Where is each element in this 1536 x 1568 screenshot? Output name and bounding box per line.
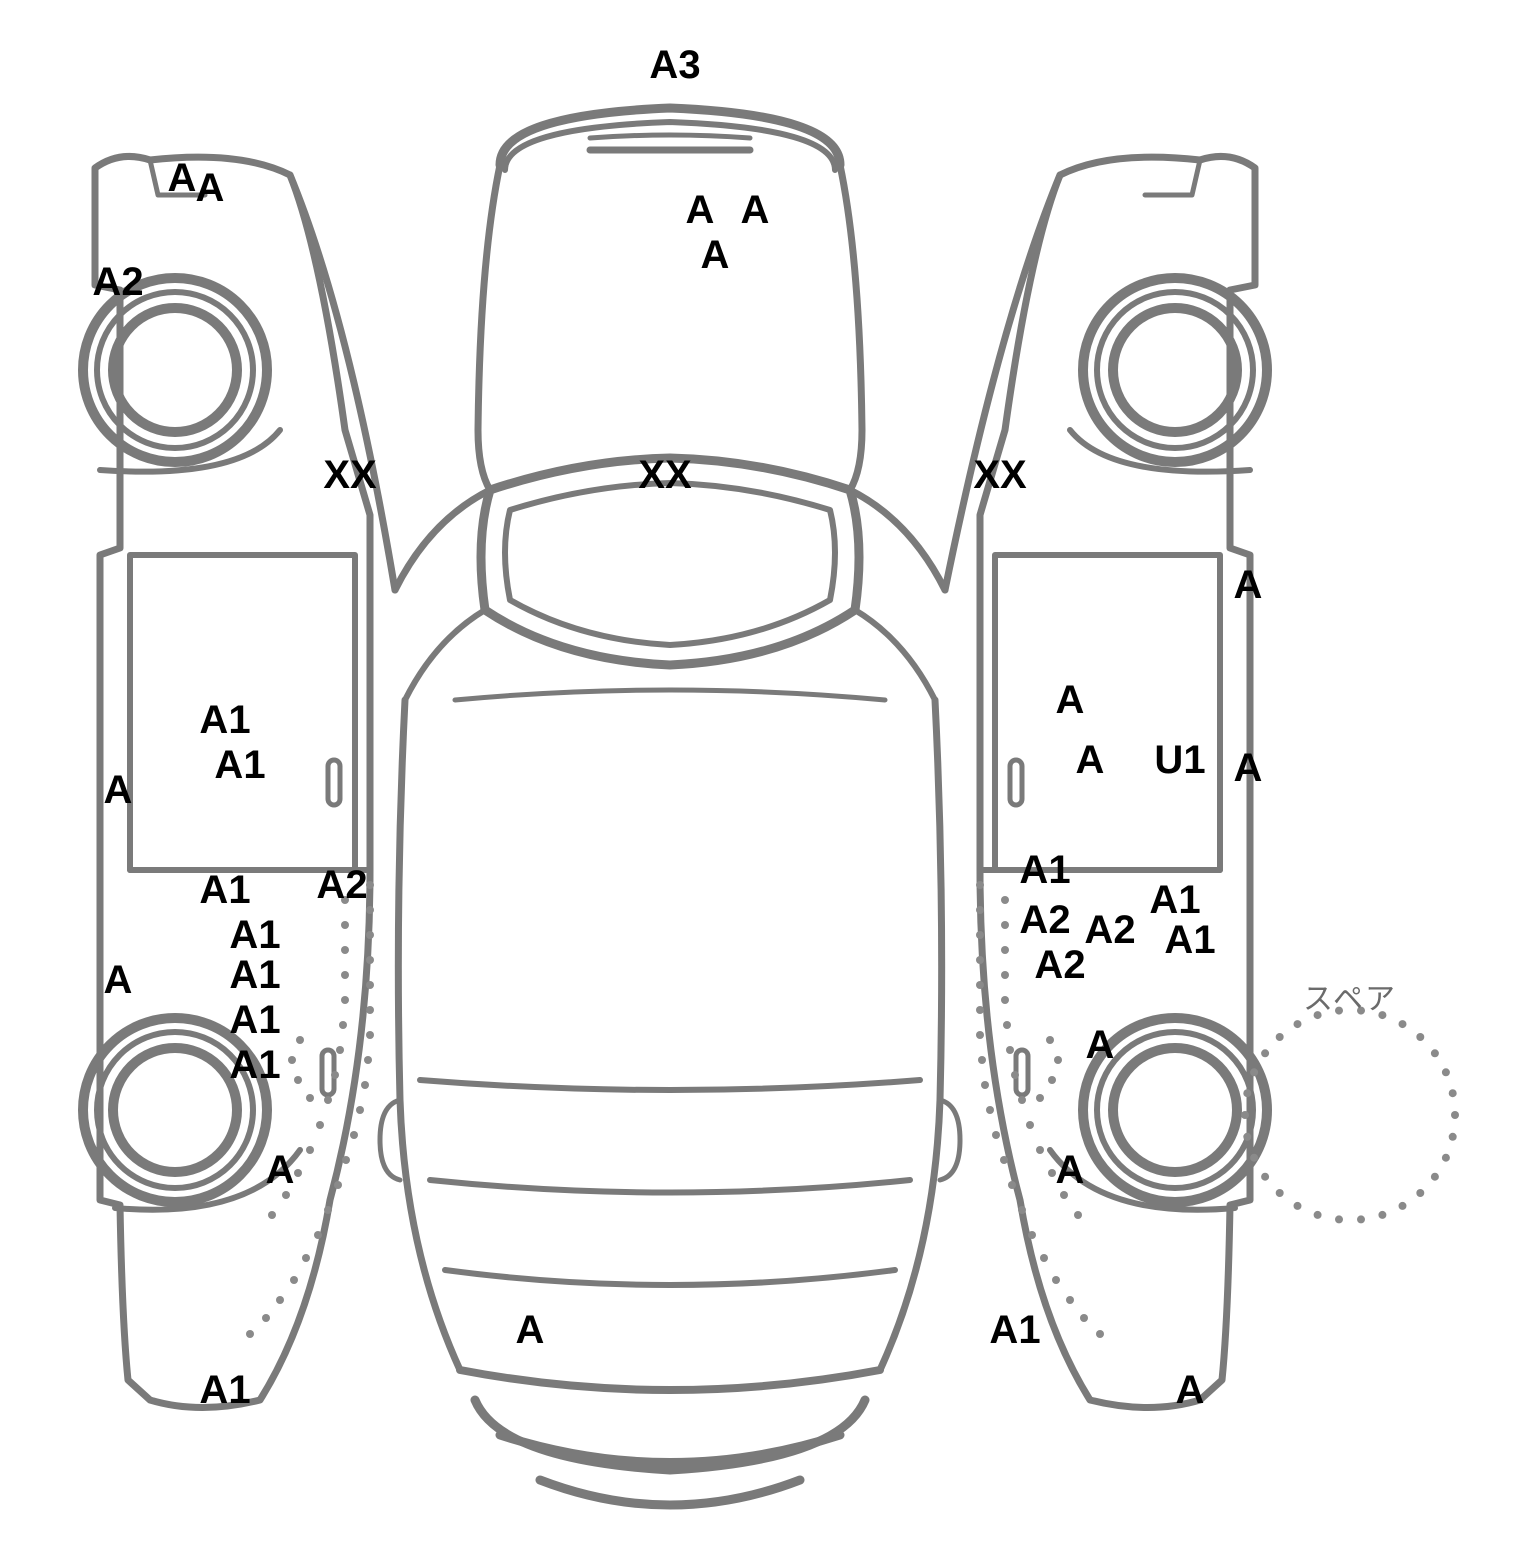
damage-label-xx-left: XX bbox=[323, 455, 376, 495]
damage-label-rdoor-a2-3: A2 bbox=[1034, 945, 1085, 985]
damage-label-ldoor-a1-2: A1 bbox=[214, 745, 265, 785]
damage-label-rdoor-a-1: A bbox=[1056, 680, 1085, 720]
damage-label-xx-right: XX bbox=[973, 455, 1026, 495]
damage-label-a2-left: A2 bbox=[92, 262, 143, 302]
damage-label-r-a-wheel-bot: A bbox=[1056, 1150, 1085, 1190]
damage-label-center-a-bottom: A bbox=[516, 1310, 545, 1350]
damage-label-rdoor-a-3: A bbox=[1234, 748, 1263, 788]
damage-label-right-a-top: A bbox=[1234, 565, 1263, 605]
damage-label-r-a-bottom: A bbox=[1176, 1370, 1205, 1410]
damage-label-r-a1-bottom: A1 bbox=[989, 1310, 1040, 1350]
damage-label-ldoor-a1-3: A1 bbox=[199, 870, 250, 910]
damage-label-left-a-low: A bbox=[266, 1150, 295, 1190]
damage-label-rdoor-a1-3: A1 bbox=[1164, 920, 1215, 960]
damage-label-left-a-mid: A bbox=[104, 770, 133, 810]
spare-tire-circle bbox=[1241, 1007, 1459, 1224]
damage-label-ldoor-a2: A2 bbox=[316, 865, 367, 905]
damage-label-ldoor-a1-5: A1 bbox=[229, 955, 280, 995]
damage-label-left-a1-bottom: A1 bbox=[199, 1370, 250, 1410]
damage-label-ldoor-a1-4: A1 bbox=[229, 915, 280, 955]
damage-label-aa-left-top-2: A bbox=[196, 168, 225, 208]
damage-label-rdoor-a2-1: A2 bbox=[1019, 900, 1070, 940]
damage-label-hood-a-2: A bbox=[741, 190, 770, 230]
damage-label-rdoor-a1-2: A1 bbox=[1149, 880, 1200, 920]
damage-label-hood-a-3: A bbox=[701, 235, 730, 275]
spare-tire-label: スペア bbox=[1303, 985, 1397, 1015]
damage-label-ldoor-a1-1: A1 bbox=[199, 700, 250, 740]
damage-label-rdoor-u1: U1 bbox=[1154, 740, 1205, 780]
damage-label-left-a-mid2: A bbox=[104, 960, 133, 1000]
vehicle-damage-diagram: スペア A3AAA2AAAXXXXXXAA1A1AA1A2A1A1AA1A1AA… bbox=[0, 0, 1536, 1568]
damage-label-ldoor-a1-6: A1 bbox=[229, 1000, 280, 1040]
damage-label-a3-top: A3 bbox=[649, 45, 700, 85]
damage-label-rdoor-a2-2: A2 bbox=[1084, 910, 1135, 950]
damage-label-r-a-wheel-top: A bbox=[1086, 1025, 1115, 1065]
damage-label-ldoor-a1-7: A1 bbox=[229, 1045, 280, 1085]
damage-label-rdoor-a-2: A bbox=[1076, 740, 1105, 780]
damage-label-xx-center: XX bbox=[638, 455, 691, 495]
damage-label-rdoor-a1-1: A1 bbox=[1019, 850, 1070, 890]
damage-label-aa-left-top-1: A bbox=[168, 158, 197, 198]
damage-label-hood-a-1: A bbox=[686, 190, 715, 230]
